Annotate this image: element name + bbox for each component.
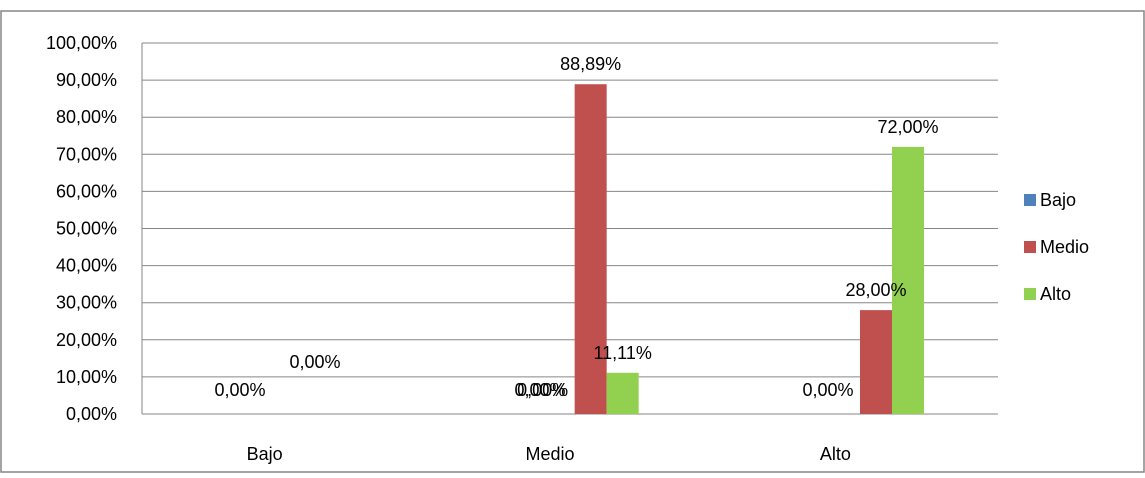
y-tick-label: 40,00% xyxy=(56,256,117,276)
y-tick-label: 70,00% xyxy=(56,144,117,164)
y-tick-label: 100,00% xyxy=(46,33,117,53)
legend: Bajo Medio Alto xyxy=(1024,190,1089,304)
y-tick-label: 10,00% xyxy=(56,367,117,387)
bar-medio-alto xyxy=(860,310,892,414)
data-labels: 0,00%0,00%0,00%0,00%88,89%11,11%0,00%28,… xyxy=(214,54,938,400)
legend-swatch xyxy=(1024,288,1036,300)
y-tick-label: 90,00% xyxy=(56,70,117,90)
data-label: 88,89% xyxy=(560,54,621,74)
y-axis-ticks: 0,00% 10,00% 20,00% 30,00% 40,00% 50,00% 60,00… xyxy=(46,33,117,424)
legend-label: Alto xyxy=(1040,284,1071,304)
data-label: 0,00% xyxy=(289,352,340,372)
bars xyxy=(574,84,924,414)
y-tick-label: 60,00% xyxy=(56,181,117,201)
x-category-label: Bajo xyxy=(247,444,283,464)
bar-alto-alto xyxy=(892,146,924,414)
y-tick-label: 0,00% xyxy=(66,404,117,424)
chart-border xyxy=(0,10,1145,473)
y-tick-label: 50,00% xyxy=(56,219,117,239)
legend-label: Bajo xyxy=(1040,190,1076,210)
legend-swatch xyxy=(1024,194,1036,206)
data-label: 0,00% xyxy=(514,380,565,400)
data-label: 72,00% xyxy=(877,117,938,137)
y-tick-label: 30,00% xyxy=(56,293,117,313)
gridlines xyxy=(141,42,998,415)
data-label: 0,00% xyxy=(517,380,568,400)
x-axis-categories: Bajo Medio Alto xyxy=(247,444,851,464)
bar-alto-medio xyxy=(606,372,639,414)
data-label: 0,00% xyxy=(802,380,853,400)
data-label: 0,00% xyxy=(214,380,265,400)
x-category-label: Medio xyxy=(525,444,574,464)
legend-label: Medio xyxy=(1040,237,1089,257)
data-label: 28,00% xyxy=(845,280,906,300)
legend-swatch xyxy=(1024,241,1036,253)
y-tick-label: 80,00% xyxy=(56,107,117,127)
bar-medio-medio xyxy=(574,84,607,414)
x-category-label: Alto xyxy=(820,444,851,464)
y-tick-label: 20,00% xyxy=(56,330,117,350)
data-label: 11,11% xyxy=(593,343,651,363)
